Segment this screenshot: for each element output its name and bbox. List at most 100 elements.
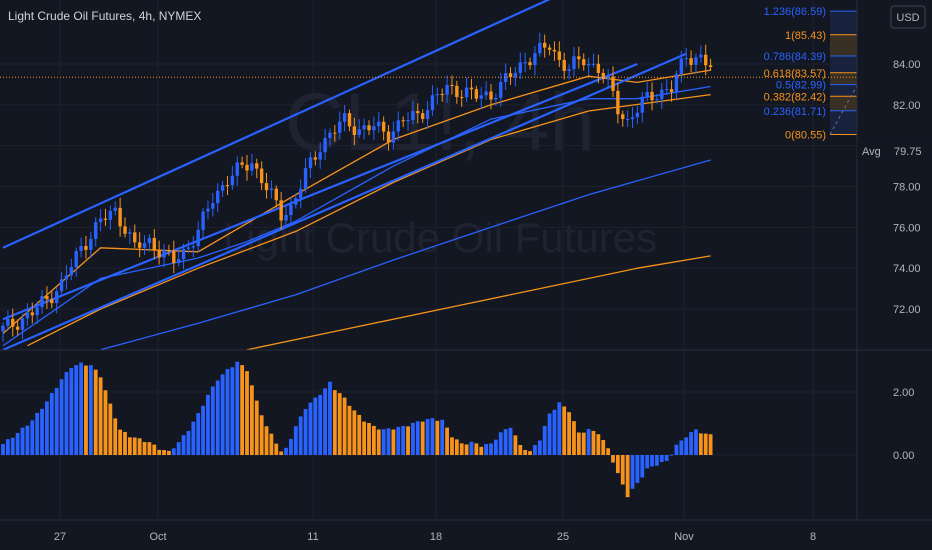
candle-body: [50, 299, 54, 304]
candle-body: [362, 125, 366, 130]
histogram-bar: [167, 450, 171, 455]
candle-body: [381, 121, 386, 132]
candle-body: [499, 82, 503, 98]
candle-body: [15, 326, 20, 330]
histogram-bar: [88, 365, 93, 455]
histogram-bar: [523, 449, 528, 455]
candle-body: [567, 69, 571, 71]
histogram-bar: [142, 442, 147, 455]
histogram-bar: [489, 443, 493, 455]
candle-body: [338, 121, 342, 133]
candle-body: [616, 90, 620, 115]
histogram-bar: [249, 385, 254, 455]
price-tick-label: 78.00: [893, 182, 921, 194]
fib-label: 1.236(86.59): [764, 6, 826, 18]
histogram-bar: [103, 390, 108, 455]
fib-label: 0.382(82.42): [764, 91, 826, 103]
histogram-bar: [396, 426, 401, 455]
candle-body: [469, 87, 474, 90]
candle-body: [489, 91, 493, 100]
histogram-bar: [206, 394, 210, 455]
candle-body: [450, 84, 454, 86]
histogram-bar: [357, 414, 362, 455]
histogram-bar: [147, 442, 152, 455]
candle-body: [274, 188, 278, 201]
histogram-bar: [289, 438, 293, 455]
histogram-bar: [411, 422, 415, 455]
candle-body: [645, 91, 649, 97]
candle-body: [284, 215, 288, 221]
histogram-bar: [464, 444, 469, 455]
candle-body: [455, 85, 459, 98]
candle-body: [611, 76, 615, 91]
histogram-bar: [98, 377, 103, 455]
histogram-bar: [479, 446, 484, 455]
time-tick-label: 25: [557, 531, 569, 543]
histogram-bar: [20, 427, 25, 455]
histogram-bar: [84, 365, 88, 455]
candle-body: [103, 218, 108, 220]
histogram-bar: [308, 402, 313, 455]
histogram-bar: [171, 448, 176, 455]
channel-line-upper: [2, 0, 551, 249]
histogram-bar: [508, 427, 513, 455]
candle-body: [11, 318, 15, 327]
histogram-bar: [474, 443, 479, 455]
avg-price-label: Avg 79.75: [857, 140, 932, 159]
price-axis[interactable]: [857, 0, 932, 520]
candle-body: [342, 113, 347, 122]
histogram-bar: [679, 440, 684, 455]
candle-body: [303, 168, 308, 189]
histogram-bar: [562, 406, 567, 455]
candle-body: [137, 242, 142, 248]
histogram-bar: [74, 365, 79, 455]
histogram-bar: [69, 367, 74, 455]
histogram-bar: [601, 440, 606, 455]
histogram-bar: [557, 402, 562, 455]
time-axis[interactable]: [0, 520, 932, 550]
histogram-bar: [425, 418, 430, 455]
candle-body: [508, 73, 513, 78]
time-tick-label: 18: [430, 531, 442, 543]
avg-value: 79.75: [894, 146, 922, 158]
histogram-bar: [313, 397, 318, 455]
histogram-bar: [615, 455, 620, 474]
candle-body: [25, 312, 30, 319]
candle-body: [440, 94, 444, 96]
candle-body: [123, 226, 127, 234]
candle-body: [425, 110, 430, 119]
trend-channel[interactable]: [2, 0, 687, 351]
histogram-bar: [386, 428, 391, 455]
candle-body: [464, 87, 469, 98]
histogram-bar: [303, 408, 308, 455]
time-axis-ticks: 27 Oct 11 18 25 Nov 8: [54, 531, 816, 543]
histogram-bar: [581, 432, 586, 455]
candle-body: [94, 222, 98, 239]
candle-body: [664, 89, 669, 91]
histogram-bar: [293, 426, 298, 455]
histogram-bar: [225, 369, 230, 455]
histogram-bar: [264, 426, 269, 455]
candle-body: [562, 59, 566, 71]
candle-body: [684, 58, 688, 60]
candle-body: [352, 126, 357, 136]
candle-body: [328, 132, 332, 138]
candle-body: [79, 246, 83, 252]
histogram-bar: [493, 439, 498, 455]
candle-body: [45, 296, 49, 300]
histogram-bar: [176, 442, 181, 455]
histogram-bar: [1, 443, 5, 455]
histogram-bar: [625, 455, 630, 498]
candle-body: [250, 163, 254, 171]
histogram-bar: [430, 418, 435, 455]
currency-badge[interactable]: USD: [890, 5, 926, 29]
histogram-bar: [533, 445, 537, 455]
histogram-bar: [689, 432, 693, 455]
time-tick-label: 8: [810, 531, 816, 543]
candle-body: [533, 53, 537, 66]
histogram-bar: [108, 403, 113, 455]
histogram-bar: [513, 435, 518, 455]
candle-body: [98, 218, 103, 223]
